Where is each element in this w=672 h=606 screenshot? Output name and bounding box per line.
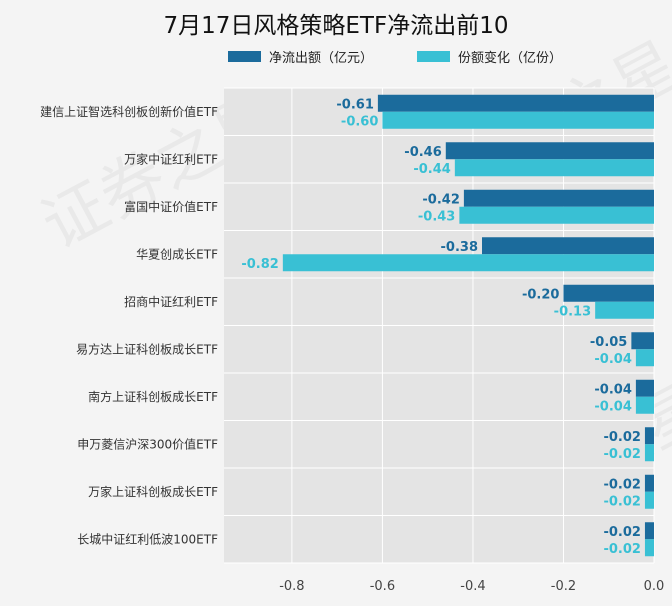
bar-share-change (382, 111, 654, 129)
legend-swatch-outflow (228, 50, 261, 62)
y-tick-label: 建信上证智选科创板创新价值ETF (40, 104, 218, 119)
bar-outflow (377, 94, 654, 112)
legend-item-outflow: 净流出额（亿元） (228, 47, 373, 66)
data-label-share-change: -0.13 (554, 304, 591, 319)
data-label-outflow: -0.46 (404, 145, 441, 160)
y-tick-label: 万家中证红利ETF (124, 151, 218, 166)
data-label-share-change: -0.02 (603, 447, 640, 462)
data-label-outflow: -0.05 (590, 335, 627, 350)
y-tick-label: 华夏创成长ETF (136, 247, 218, 261)
data-label-share-change: -0.43 (418, 209, 455, 224)
bar-share-change (459, 206, 654, 224)
data-label-outflow: -0.38 (441, 240, 478, 255)
bar-outflow (631, 332, 654, 350)
data-label-share-change: -0.02 (603, 494, 640, 509)
bar-share-change (644, 539, 654, 557)
bar-outflow (445, 142, 654, 160)
legend-swatch-share-change (417, 50, 451, 62)
data-label-outflow: -0.61 (336, 97, 373, 112)
data-label-share-change: -0.82 (241, 257, 278, 272)
y-tick-label: 易方达上证科创板成长ETF (76, 341, 218, 356)
y-tick-label: 招商中证红利ETF (124, 294, 218, 309)
data-label-share-change: -0.60 (341, 114, 378, 129)
data-label-share-change: -0.04 (594, 352, 631, 367)
data-label-share-change: -0.44 (413, 162, 450, 177)
bar-outflow (463, 189, 654, 207)
data-label-outflow: -0.42 (422, 192, 459, 207)
y-tick-label: 长城中证红利低波100ETF (77, 531, 218, 546)
data-label-outflow: -0.02 (603, 525, 640, 540)
data-label-share-change: -0.04 (594, 399, 631, 414)
data-label-outflow: -0.20 (522, 287, 559, 302)
bar-share-change (635, 396, 654, 414)
y-tick-label: 万家上证科创板成长ETF (88, 484, 218, 499)
x-tick-label: -0.6 (370, 579, 395, 594)
bar-outflow (644, 474, 654, 492)
x-tick-label: -0.4 (460, 579, 485, 594)
legend-item-share-change: 份额变化（亿份） (417, 47, 562, 66)
x-tick-label: -0.8 (279, 579, 304, 594)
bar-share-change (595, 301, 654, 319)
bar-share-change (635, 349, 654, 367)
data-label-outflow: -0.04 (594, 382, 631, 397)
bar-share-change (454, 159, 654, 177)
bar-outflow (635, 379, 654, 397)
legend-label-outflow: 净流出额（亿元） (269, 50, 374, 66)
y-tick-label: 南方上证科创板成长ETF (88, 389, 218, 404)
x-tick-label: -0.2 (551, 579, 576, 594)
y-tick-label: 申万菱信沪深300价值ETF (77, 436, 218, 451)
legend-label-share-change: 份额变化（亿份） (458, 50, 563, 66)
data-label-outflow: -0.02 (603, 477, 640, 492)
data-label-outflow: -0.02 (603, 430, 640, 445)
bar-outflow (644, 522, 654, 540)
bar-outflow (563, 284, 654, 302)
legend: 净流出额（亿元） 份额变化（亿份） (228, 46, 606, 66)
bar-share-change (282, 254, 654, 272)
data-label-share-change: -0.02 (603, 542, 640, 557)
x-tick-label: 0.0 (644, 579, 665, 594)
chart-title: 7月17日风格策略ETF净流出前10 (163, 13, 509, 39)
bar-outflow (482, 237, 654, 255)
bar-share-change (644, 444, 654, 462)
bar-share-change (644, 491, 654, 509)
y-tick-label: 富国中证价值ETF (124, 199, 218, 214)
bar-outflow (644, 427, 654, 445)
